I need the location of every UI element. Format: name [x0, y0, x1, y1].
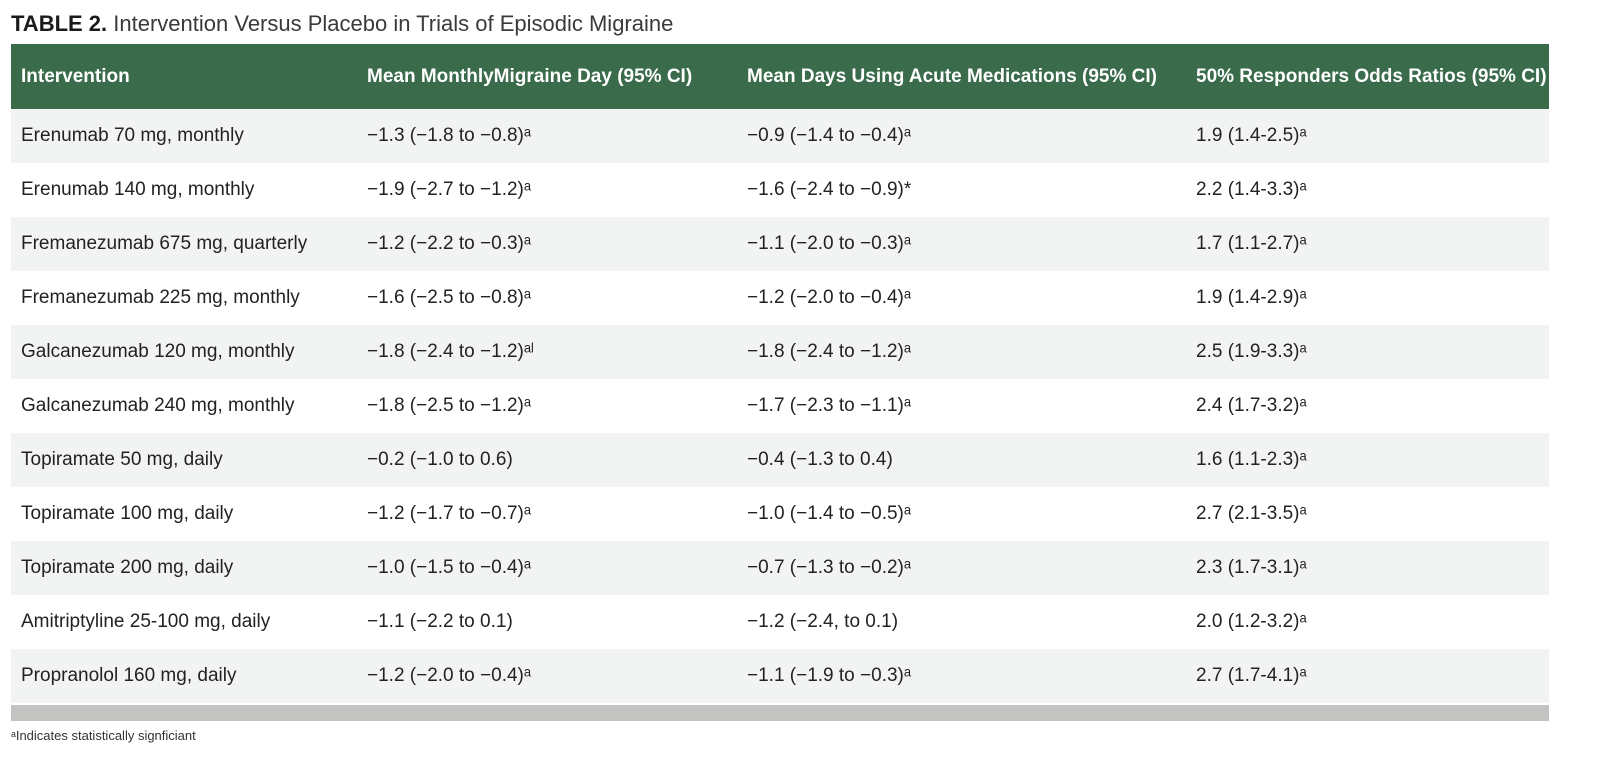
cell-responder-odds-ratio: 2.0 (1.2-3.2)ᵃ: [1186, 595, 1549, 649]
header-acute-medication-days: Mean Days Using Acute Medications (95% C…: [737, 44, 1186, 109]
cell-monthly-migraine-days: −1.9 (−2.7 to −1.2)ᵃ: [357, 163, 737, 217]
header-responder-odds-ratio: 50% Responders Odds Ratios (95% CI): [1186, 44, 1549, 109]
table-row: Galcanezumab 240 mg, monthly −1.8 (−2.5 t…: [11, 379, 1549, 433]
table-row: Propranolol 160 mg, daily −1.2 (−2.0 to −…: [11, 649, 1549, 703]
table-title: Intervention Versus Placebo in Trials of…: [113, 11, 674, 36]
cell-acute-medication-days: −1.6 (−2.4 to −0.9)*: [737, 163, 1186, 217]
cell-monthly-migraine-days: −1.1 (−2.2 to 0.1): [357, 595, 737, 649]
table-row: Erenumab 140 mg, monthly −1.9 (−2.7 to −1…: [11, 163, 1549, 217]
cell-acute-medication-days: −1.1 (−2.0 to −0.3)ᵃ: [737, 217, 1186, 271]
cell-acute-medication-days: −1.2 (−2.0 to −0.4)ᵃ: [737, 271, 1186, 325]
header-row: Intervention Mean MonthlyMigraine Day (9…: [11, 44, 1549, 109]
cell-responder-odds-ratio: 1.6 (1.1-2.3)ᵃ: [1186, 433, 1549, 487]
cell-intervention: Propranolol 160 mg, daily: [11, 649, 357, 703]
cell-acute-medication-days: −1.7 (−2.3 to −1.1)ᵃ: [737, 379, 1186, 433]
footnote: ᵃIndicates statistically signficiant: [11, 728, 196, 743]
cell-intervention: Topiramate 50 mg, daily: [11, 433, 357, 487]
table-row: Galcanezumab 120 mg, monthly −1.8 (−2.4 t…: [11, 325, 1549, 379]
header-intervention: Intervention: [11, 44, 357, 109]
cell-responder-odds-ratio: 2.7 (2.1-3.5)ᵃ: [1186, 487, 1549, 541]
cell-responder-odds-ratio: 1.9 (1.4-2.9)ᵃ: [1186, 271, 1549, 325]
table-row: Topiramate 200 mg, daily −1.0 (−1.5 to −0…: [11, 541, 1549, 595]
cell-intervention: Topiramate 200 mg, daily: [11, 541, 357, 595]
table-bottom-bar: [11, 705, 1549, 721]
table-row: Topiramate 50 mg, daily −0.2 (−1.0 to 0.6…: [11, 433, 1549, 487]
cell-responder-odds-ratio: 2.4 (1.7-3.2)ᵃ: [1186, 379, 1549, 433]
cell-responder-odds-ratio: 1.9 (1.4-2.5)ᵃ: [1186, 109, 1549, 163]
cell-acute-medication-days: −1.2 (−2.4, to 0.1): [737, 595, 1186, 649]
cell-responder-odds-ratio: 2.3 (1.7-3.1)ᵃ: [1186, 541, 1549, 595]
cell-intervention: Topiramate 100 mg, daily: [11, 487, 357, 541]
cell-intervention: Galcanezumab 240 mg, monthly: [11, 379, 357, 433]
results-table: Intervention Mean MonthlyMigraine Day (9…: [11, 44, 1549, 703]
header-monthly-migraine-days: Mean MonthlyMigraine Day (95% CI): [357, 44, 737, 109]
table-row: Erenumab 70 mg, monthly −1.3 (−1.8 to −0.…: [11, 109, 1549, 163]
cell-intervention: Erenumab 140 mg, monthly: [11, 163, 357, 217]
cell-intervention: Fremanezumab 225 mg, monthly: [11, 271, 357, 325]
cell-responder-odds-ratio: 2.5 (1.9-3.3)ᵃ: [1186, 325, 1549, 379]
cell-monthly-migraine-days: −1.2 (−2.0 to −0.4)ᵃ: [357, 649, 737, 703]
cell-monthly-migraine-days: −1.2 (−2.2 to −0.3)ᵃ: [357, 217, 737, 271]
cell-responder-odds-ratio: 2.2 (1.4-3.3)ᵃ: [1186, 163, 1549, 217]
table-body: Erenumab 70 mg, monthly −1.3 (−1.8 to −0.…: [11, 109, 1549, 703]
cell-acute-medication-days: −0.7 (−1.3 to −0.2)ᵃ: [737, 541, 1186, 595]
cell-monthly-migraine-days: −1.8 (−2.5 to −1.2)ᵃ: [357, 379, 737, 433]
table-caption: TABLE 2. Intervention Versus Placebo in …: [11, 9, 673, 39]
table-row: Fremanezumab 225 mg, monthly −1.6 (−2.5 t…: [11, 271, 1549, 325]
cell-monthly-migraine-days: −1.3 (−1.8 to −0.8)ᵃ: [357, 109, 737, 163]
cell-responder-odds-ratio: 1.7 (1.1-2.7)ᵃ: [1186, 217, 1549, 271]
table-row: Fremanezumab 675 mg, quarterly −1.2 (−2.2…: [11, 217, 1549, 271]
cell-intervention: Galcanezumab 120 mg, monthly: [11, 325, 357, 379]
cell-responder-odds-ratio: 2.7 (1.7-4.1)ᵃ: [1186, 649, 1549, 703]
cell-monthly-migraine-days: −0.2 (−1.0 to 0.6): [357, 433, 737, 487]
cell-acute-medication-days: −0.4 (−1.3 to 0.4): [737, 433, 1186, 487]
cell-intervention: Fremanezumab 675 mg, quarterly: [11, 217, 357, 271]
cell-acute-medication-days: −1.0 (−1.4 to −0.5)ᵃ: [737, 487, 1186, 541]
cell-monthly-migraine-days: −1.6 (−2.5 to −0.8)ᵃ: [357, 271, 737, 325]
cell-acute-medication-days: −1.8 (−2.4 to −1.2)ᵃ: [737, 325, 1186, 379]
table-row: Amitriptyline 25-100 mg, daily −1.1 (−2.2…: [11, 595, 1549, 649]
table-row: Topiramate 100 mg, daily −1.2 (−1.7 to −0…: [11, 487, 1549, 541]
cell-acute-medication-days: −0.9 (−1.4 to −0.4)ᵃ: [737, 109, 1186, 163]
cell-monthly-migraine-days: −1.0 (−1.5 to −0.4)ᵃ: [357, 541, 737, 595]
cell-acute-medication-days: −1.1 (−1.9 to −0.3)ᵃ: [737, 649, 1186, 703]
cell-intervention: Erenumab 70 mg, monthly: [11, 109, 357, 163]
cell-monthly-migraine-days: −1.8 (−2.4 to −1.2)ᵃˡ: [357, 325, 737, 379]
table-header: Intervention Mean MonthlyMigraine Day (9…: [11, 44, 1549, 109]
table-label: TABLE 2.: [11, 11, 108, 36]
cell-intervention: Amitriptyline 25-100 mg, daily: [11, 595, 357, 649]
cell-monthly-migraine-days: −1.2 (−1.7 to −0.7)ᵃ: [357, 487, 737, 541]
